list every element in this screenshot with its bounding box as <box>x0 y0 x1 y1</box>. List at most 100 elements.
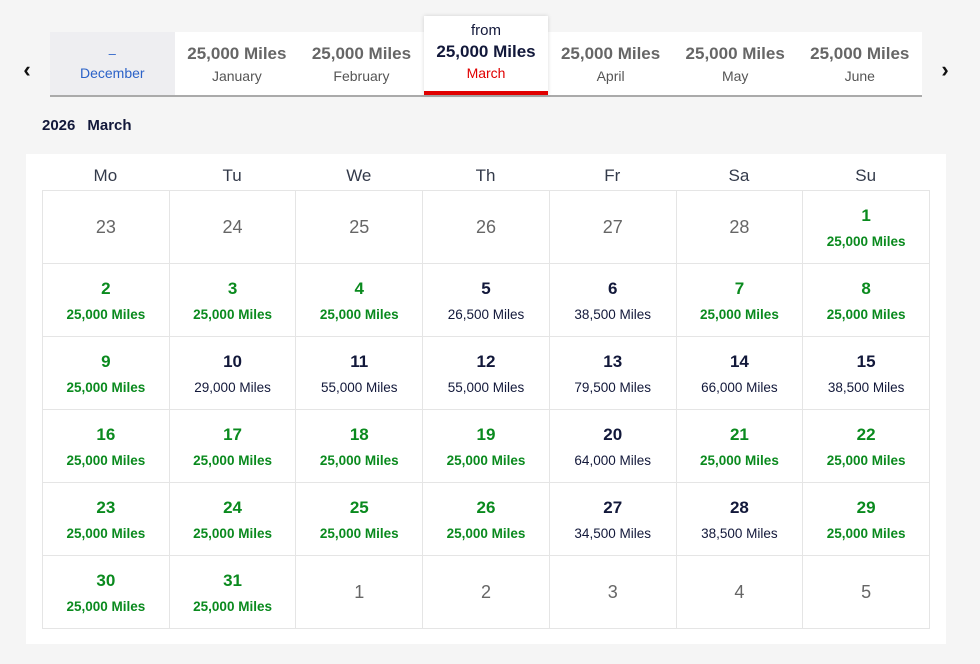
day-cell[interactable]: 23 25,000 Miles <box>43 483 170 556</box>
day-miles: 25,000 Miles <box>826 233 906 249</box>
day-number: 22 <box>856 424 876 444</box>
calendar-heading: 2026 March <box>42 117 144 134</box>
day-number: 28 <box>729 216 750 237</box>
day-cell[interactable]: 4 25,000 Miles <box>296 264 424 337</box>
month-tab-january[interactable]: 25,000 Miles January <box>175 32 300 95</box>
day-number: 10 <box>223 351 243 371</box>
day-number: 26 <box>476 497 496 517</box>
tab-miles: 25,000 Miles <box>311 43 412 63</box>
day-cell[interactable]: 21 25,000 Miles <box>676 410 804 483</box>
day-cell[interactable]: 29 25,000 Miles <box>803 483 930 556</box>
tab-miles: 25,000 Miles <box>560 43 661 63</box>
day-cell[interactable]: 11 55,000 Miles <box>296 337 424 410</box>
day-miles: 26,500 Miles <box>447 306 525 322</box>
heading-year: 2026 <box>42 117 76 134</box>
day-miles: 29,000 Miles <box>194 379 271 395</box>
day-number: 15 <box>856 351 876 371</box>
tab-miles: – <box>108 46 116 61</box>
tab-month: March <box>466 65 506 81</box>
weekday-label: Fr <box>604 166 621 185</box>
tab-month: February <box>333 67 390 84</box>
day-miles: 25,000 Miles <box>193 306 272 322</box>
month-tab-december[interactable]: – December <box>50 32 175 95</box>
weekday-header: Mo Tu We Th Fr Sa Su <box>42 154 929 190</box>
day-number: 12 <box>476 351 496 371</box>
day-cell[interactable]: 1 25,000 Miles <box>803 191 930 264</box>
heading-month: March <box>87 117 132 134</box>
day-cell[interactable]: 19 25,000 Miles <box>423 410 550 483</box>
day-cell[interactable]: 27 34,500 Miles <box>549 483 677 556</box>
day-cell[interactable]: 30 25,000 Miles <box>43 556 170 629</box>
day-cell[interactable]: 28 38,500 Miles <box>676 483 804 556</box>
tab-miles: 25,000 Miles <box>187 43 287 63</box>
day-cell[interactable]: 6 38,500 Miles <box>549 264 677 337</box>
tab-miles: 25,000 Miles <box>810 43 910 63</box>
day-number: 29 <box>856 497 876 517</box>
day-number: 5 <box>481 278 491 298</box>
day-cell[interactable]: 26 25,000 Miles <box>423 483 550 556</box>
day-cell[interactable]: 7 25,000 Miles <box>676 264 804 337</box>
day-miles: 79,500 Miles <box>574 379 651 395</box>
day-number: 4 <box>734 581 745 602</box>
day-miles: 25,000 Miles <box>319 525 399 541</box>
day-cell[interactable]: 14 66,000 Miles <box>676 337 804 410</box>
day-cell[interactable]: 15 38,500 Miles <box>803 337 930 410</box>
day-cell[interactable]: 2 25,000 Miles <box>43 264 170 337</box>
day-number: 1 <box>861 205 871 225</box>
day-cell: 28 <box>676 191 804 264</box>
day-number: 21 <box>729 424 749 444</box>
day-number: 3 <box>607 581 618 602</box>
chevron-left-icon[interactable]: ‹ <box>23 57 31 82</box>
day-cell[interactable]: 17 25,000 Miles <box>169 410 297 483</box>
day-miles: 25,000 Miles <box>826 452 906 468</box>
day-number: 26 <box>475 216 496 237</box>
day-cell[interactable]: 25 25,000 Miles <box>296 483 424 556</box>
day-number: 14 <box>729 351 749 371</box>
day-number: 16 <box>96 424 116 444</box>
day-cell[interactable]: 8 25,000 Miles <box>803 264 930 337</box>
day-cell[interactable]: 22 25,000 Miles <box>803 410 930 483</box>
chevron-right-icon[interactable]: › <box>941 57 949 82</box>
day-cell[interactable]: 24 25,000 Miles <box>169 483 297 556</box>
weekday-label: Su <box>855 166 877 185</box>
day-number: 17 <box>223 424 243 444</box>
day-cell[interactable]: 3 25,000 Miles <box>169 264 297 337</box>
day-cell[interactable]: 16 25,000 Miles <box>43 410 170 483</box>
day-miles: 25,000 Miles <box>66 306 146 322</box>
day-number: 8 <box>861 278 871 298</box>
calendar-panel: Mo Tu We Th Fr Sa Su 23 24 25 26 27 28 1 25,000 Miles… <box>26 154 946 644</box>
weekday-label: Mo <box>93 166 118 185</box>
day-cell[interactable]: 5 26,500 Miles <box>423 264 550 337</box>
month-tab-june[interactable]: 25,000 Miles June <box>797 32 922 95</box>
day-miles: 64,000 Miles <box>574 452 651 468</box>
tab-miles: 25,000 Miles <box>436 42 536 61</box>
month-tab-march[interactable]: from 25,000 Miles March <box>423 16 549 95</box>
day-cell[interactable]: 31 25,000 Miles <box>169 556 297 629</box>
day-miles: 38,500 Miles <box>827 379 905 395</box>
day-number: 27 <box>602 216 623 237</box>
day-cell[interactable]: 9 25,000 Miles <box>43 337 170 410</box>
day-number: 2 <box>480 581 491 602</box>
weekday-label: We <box>346 166 372 185</box>
month-tab-april[interactable]: 25,000 Miles April <box>548 32 673 95</box>
day-number: 25 <box>349 497 369 517</box>
day-number: 28 <box>729 497 749 517</box>
day-cell: 24 <box>169 191 297 264</box>
month-tabs: – December 25,000 Miles January 25,000 Miles… <box>50 16 922 95</box>
day-number: 24 <box>222 216 243 237</box>
day-cell[interactable]: 12 55,000 Miles <box>423 337 550 410</box>
month-tab-february[interactable]: 25,000 Miles February <box>299 32 424 95</box>
day-cell[interactable]: 10 29,000 Miles <box>169 337 297 410</box>
day-cell[interactable]: 18 25,000 Miles <box>296 410 424 483</box>
tab-month: December <box>79 65 145 81</box>
day-miles: 34,500 Miles <box>574 525 651 541</box>
day-cell[interactable]: 13 79,500 Miles <box>549 337 677 410</box>
day-cell[interactable]: 20 64,000 Miles <box>549 410 677 483</box>
day-miles: 25,000 Miles <box>700 452 779 468</box>
day-number: 19 <box>476 424 496 444</box>
day-miles: 25,000 Miles <box>66 452 146 468</box>
day-number: 23 <box>95 216 116 237</box>
day-miles: 66,000 Miles <box>701 379 778 395</box>
day-cell: 4 <box>676 556 804 629</box>
month-tab-may[interactable]: 25,000 Miles May <box>673 32 798 95</box>
